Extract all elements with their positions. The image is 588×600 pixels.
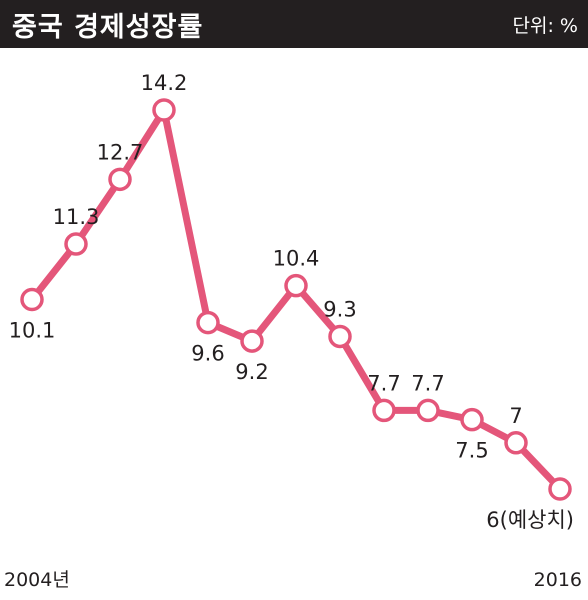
- data-point-2008: [196, 310, 220, 335]
- data-point-2006: [108, 167, 132, 192]
- data-label-2010: 10.4: [273, 247, 320, 271]
- data-point-2013: [416, 398, 440, 423]
- data-point-2009: [240, 329, 264, 353]
- data-point-2016: [548, 477, 572, 501]
- data-label-2007: 14.2: [141, 71, 188, 95]
- data-label-2004: 10.1: [9, 319, 56, 343]
- data-point-2004: [20, 287, 44, 312]
- data-label-2008: 9.6: [191, 342, 224, 366]
- data-point-2005: [64, 232, 88, 256]
- chart-title: 중국 경제성장률: [12, 11, 204, 43]
- data-label-2015: 7: [509, 404, 522, 428]
- data-point-2007: [152, 98, 176, 122]
- data-point-2014: [460, 407, 484, 432]
- data-label-2014: 7.5: [455, 439, 488, 463]
- data-label-2005: 11.3: [53, 205, 100, 229]
- data-point-2012: [372, 398, 396, 423]
- data-label-2013: 7.7: [411, 371, 444, 395]
- data-label-2016: 6(예상치): [486, 508, 574, 532]
- line-chart: 10.1 11.3 12.7 14.2 9.6 9.2 10.4 9.3 7.7 7.7 7.5 7 6…: [4, 71, 582, 591]
- series-line: [29, 106, 563, 492]
- data-label-2011: 9.3: [323, 297, 356, 321]
- x-tick-label-first: 2004년: [4, 569, 70, 591]
- data-point-2011: [328, 324, 352, 349]
- unit-label: 단위: %: [512, 14, 578, 37]
- chart-header: 중국 경제성장률 단위: %: [0, 0, 588, 48]
- x-tick-label-last: 2016: [534, 569, 582, 591]
- data-point-2010: [284, 273, 308, 298]
- data-point-2015: [504, 431, 528, 455]
- data-label-2012: 7.7: [367, 371, 400, 395]
- data-label-2009: 9.2: [235, 360, 268, 384]
- data-label-2006: 12.7: [97, 140, 144, 164]
